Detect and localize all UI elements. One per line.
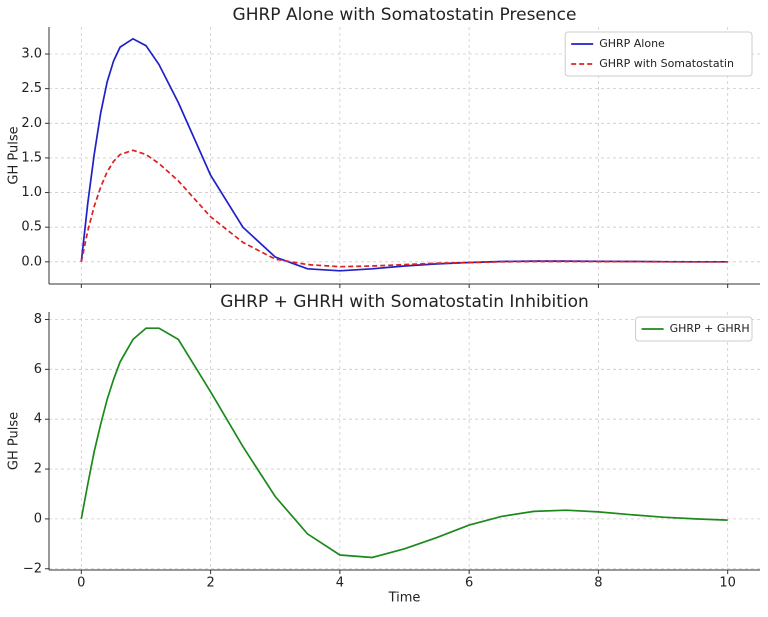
y-tick-label: 6 xyxy=(34,362,42,377)
line-series xyxy=(80,149,728,268)
legend-box xyxy=(635,316,753,342)
legend-label: GHRP Alone xyxy=(599,37,665,50)
y-tick-label: 2.5 xyxy=(21,81,42,96)
y-tick-label: 4 xyxy=(34,412,42,427)
x-tick-label: 4 xyxy=(336,576,344,591)
legend-label: GHRP + GHRH xyxy=(670,322,750,335)
line-series xyxy=(80,327,728,559)
x-tick-label: 2 xyxy=(206,576,214,591)
y-tick-label: 0.0 xyxy=(21,254,42,269)
legend-box xyxy=(564,31,753,77)
x-tick-label: 10 xyxy=(719,576,736,591)
x-axis-label: Time xyxy=(388,591,421,606)
y-tick-label: 8 xyxy=(34,312,42,327)
y-tick-label: 0.5 xyxy=(21,220,42,235)
y-tick-label: 2.0 xyxy=(21,116,42,131)
y-tick-label: 3.0 xyxy=(21,47,42,62)
y-tick-label: −2 xyxy=(23,561,42,576)
x-tick-label: 8 xyxy=(594,576,602,591)
y-tick-label: 1.5 xyxy=(21,150,42,165)
y-axis-label: GH Pulse xyxy=(7,126,22,184)
chart-title: GHRP + GHRH with Somatostatin Inhibition xyxy=(220,292,589,312)
x-tick-label: 6 xyxy=(465,576,473,591)
x-tick-label: 0 xyxy=(77,576,85,591)
legend-label: GHRP with Somatostatin xyxy=(599,57,734,70)
y-axis-label: GH Pulse xyxy=(7,412,22,470)
y-tick-label: 0 xyxy=(34,511,42,526)
chart-title: GHRP Alone with Somatostatin Presence xyxy=(233,5,577,25)
y-tick-label: 2 xyxy=(34,462,42,477)
y-tick-label: 1.0 xyxy=(21,185,42,200)
